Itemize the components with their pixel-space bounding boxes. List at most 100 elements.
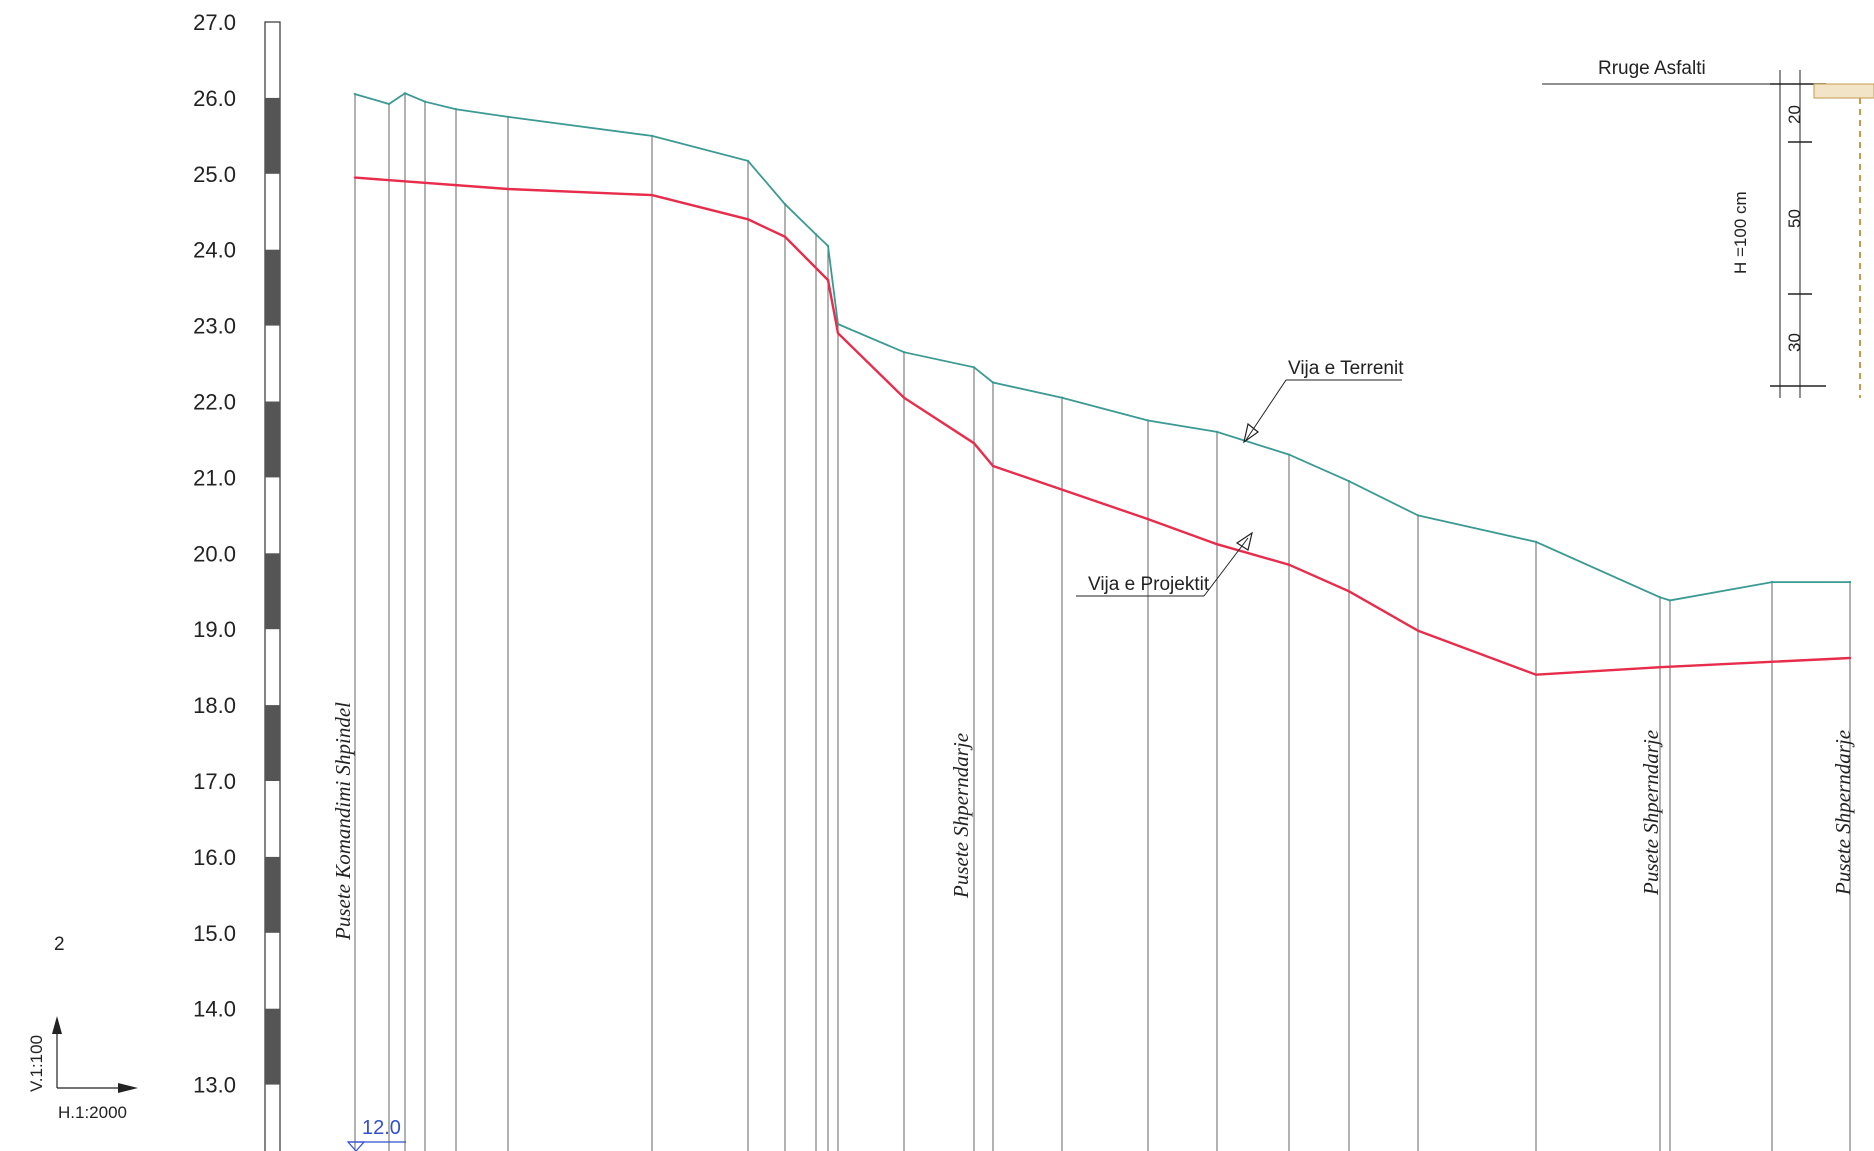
asphalt-layer [1813, 83, 1874, 99]
project-point [972, 442, 976, 445]
scale-bar-segment [265, 1008, 280, 1085]
y-tick-label: 15.0 [193, 921, 236, 946]
project-point [1287, 563, 1291, 566]
scale-bar-segment [265, 705, 280, 781]
project-point [1146, 517, 1150, 521]
scale-bar-segment [265, 249, 280, 326]
y-tick-label: 23.0 [193, 314, 236, 339]
terrain-point [1848, 580, 1852, 584]
project-point [650, 193, 654, 197]
layer-label-3: 30 [1785, 333, 1804, 352]
y-tick-label: 14.0 [193, 997, 236, 1022]
terrain-annotation-label: Vija e Terrenit [1288, 358, 1404, 379]
y-tick-label: 24.0 [193, 238, 236, 263]
y-tick-label: 22.0 [193, 390, 236, 415]
scale-indicator: V.1:100 H.1:2000 [27, 1016, 138, 1122]
terrain-point [387, 102, 391, 106]
project-point [991, 464, 995, 468]
terrain-point [746, 159, 750, 163]
y-tick-label: 19.0 [193, 617, 236, 642]
project-point [353, 176, 357, 179]
y-tick-label: 17.0 [193, 769, 236, 794]
terrain-point [1534, 540, 1538, 544]
terrain-point [1416, 514, 1420, 517]
datum-triangle-icon [346, 1141, 366, 1151]
y-tick-label: 25.0 [193, 162, 236, 187]
elevation-scale-bar [264, 21, 281, 1151]
layer-label-1: 20 [1785, 105, 1804, 124]
terrain-point [506, 115, 510, 119]
section-height-label: H =100 cm [1731, 191, 1750, 274]
terrain-annotation: Vija e Terrenit [1243, 358, 1404, 444]
project-point [826, 278, 830, 282]
vertical-scale: V.1:100 [27, 1035, 46, 1092]
arrow-icon [1243, 422, 1259, 444]
project-point [1534, 673, 1538, 676]
terrain-point [423, 100, 427, 103]
project-point [1848, 656, 1852, 660]
y-tick-label: 27.0 [193, 10, 236, 35]
station-label-shperndarje-2: Pusete Shperndarje [1639, 730, 1663, 896]
terrain-points [353, 92, 1852, 602]
datum-value: 12.0 [362, 1117, 401, 1139]
y-tick-label: 18.0 [193, 693, 236, 718]
terrain-line [354, 92, 1850, 602]
project-point [1215, 543, 1219, 546]
project-point [1347, 590, 1351, 593]
y-tick-label: 16.0 [193, 845, 236, 870]
elevation-tick-labels: 27.0 26.0 25.0 24.0 23.0 22.0 21.0 20.0 19.0 18.0… [193, 10, 236, 1098]
scale-bar-segment [265, 856, 280, 933]
terrain-point [814, 233, 818, 236]
scale-bar-segment [265, 97, 280, 174]
horizontal-scale: H.1:2000 [58, 1103, 127, 1122]
terrain-point [650, 134, 654, 138]
terrain-point [902, 351, 906, 354]
terrain-point [1215, 430, 1219, 434]
project-point [902, 396, 906, 399]
road-section-detail: Rruge Asfalti H =100 cm 20 50 30 [1542, 58, 1874, 398]
arrow-up-icon [52, 1016, 62, 1034]
station-lines [354, 93, 1851, 1151]
terrain-point [1347, 480, 1351, 483]
terrain-point [972, 366, 976, 369]
station-label-komandimi: Pusete Komandimi Shpindel [331, 702, 355, 941]
scale-bar-segment [265, 553, 280, 630]
project-annotation: Vija e Projektit [1076, 531, 1253, 597]
project-point [506, 187, 510, 191]
y-tick-label: 20.0 [193, 541, 236, 566]
terrain-point [783, 203, 787, 206]
y-tick-label: 21.0 [193, 465, 236, 490]
project-point [783, 235, 787, 238]
y-tick-label: 13.0 [193, 1073, 236, 1098]
terrain-point [353, 92, 357, 96]
station-label-shperndarje-3: Pusete Shperndarje [1831, 730, 1855, 896]
datum-marker: 12.0 [346, 1117, 406, 1151]
terrain-point [1658, 596, 1662, 599]
project-point [1658, 666, 1662, 669]
terrain-point [1668, 599, 1672, 602]
project-line [354, 176, 1851, 676]
project-annotation-label: Vija e Projektit [1088, 574, 1210, 595]
project-point [746, 218, 750, 221]
terrain-point [826, 244, 830, 248]
terrain-point [836, 322, 840, 326]
section-title: Rruge Asfalti [1598, 58, 1706, 79]
terrain-point [403, 92, 407, 95]
project-points [353, 176, 1852, 676]
arrow-icon [1235, 531, 1253, 551]
layer-label-2: 50 [1785, 209, 1804, 228]
terrain-point [1287, 453, 1291, 456]
scale-bar-segment [265, 401, 280, 478]
terrain-point [991, 381, 995, 384]
station-label-shperndarje-1: Pusete Shperndarje [949, 733, 973, 899]
y-tick-label: 26.0 [193, 86, 236, 111]
arrow-right-icon [118, 1083, 138, 1093]
terrain-point [1146, 419, 1150, 422]
terrain-point [1060, 396, 1064, 399]
page-number: 2 [54, 934, 65, 955]
project-point [836, 332, 840, 335]
project-point [1416, 629, 1420, 632]
terrain-point [1770, 580, 1774, 584]
terrain-point [454, 108, 458, 111]
